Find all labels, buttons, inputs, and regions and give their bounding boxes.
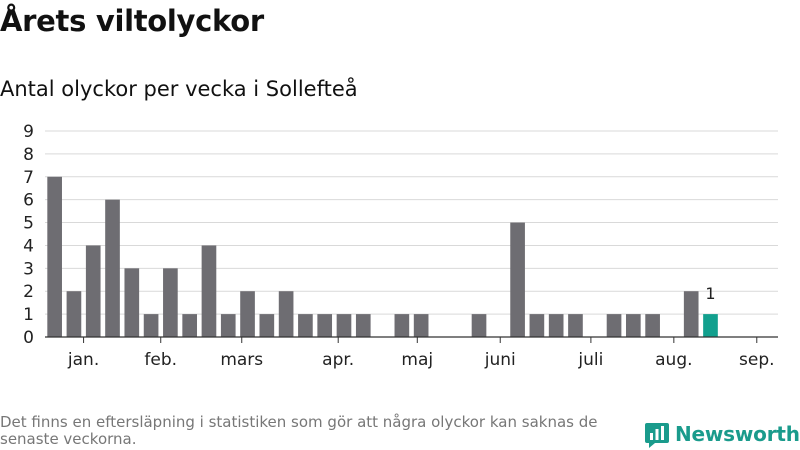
bars: 1 xyxy=(47,176,718,337)
bar xyxy=(259,314,275,337)
y-tick-label: 4 xyxy=(23,236,34,256)
bar xyxy=(201,245,217,337)
x-tick-label: sep. xyxy=(739,350,775,370)
bar xyxy=(413,314,429,337)
bar xyxy=(85,245,101,337)
x-tick-label: juni xyxy=(484,350,516,370)
bar xyxy=(298,314,313,337)
x-tick-label: apr. xyxy=(322,350,354,370)
bar xyxy=(471,314,487,337)
bar-chart-logo-icon xyxy=(645,423,669,448)
bar-chart: 0 1 2 3 45 6 7 8 9 1 jan. feb. mars apr. maj juni juli… xyxy=(23,122,778,370)
bar xyxy=(278,291,294,337)
data-label: 1 xyxy=(705,284,715,303)
bar xyxy=(182,314,198,337)
bar xyxy=(510,222,525,337)
bar xyxy=(66,291,82,337)
y-tick-label: 5 xyxy=(23,214,34,234)
x-tick-label: jan. xyxy=(67,350,99,370)
newsworthy-logo: Newsworthy xyxy=(645,420,800,448)
footnote: Det finns en eftersläpning i statistiken… xyxy=(0,413,598,448)
bar xyxy=(240,291,255,337)
bar xyxy=(548,314,564,337)
logo-text: Newsworthy xyxy=(675,422,800,446)
bar xyxy=(683,291,699,337)
bar xyxy=(606,314,622,337)
bar xyxy=(568,314,583,337)
bar xyxy=(163,268,178,337)
bar xyxy=(625,314,641,337)
bar xyxy=(220,314,236,337)
bar xyxy=(124,268,140,337)
x-tick-label: feb. xyxy=(144,350,177,370)
bar xyxy=(645,314,660,337)
y-axis-ticks: 0 1 2 3 45 6 7 8 9 xyxy=(23,122,34,348)
x-axis-ticks: jan. feb. mars apr. maj juni juli aug. sep. xyxy=(45,336,778,370)
bar xyxy=(529,314,545,337)
y-tick-label: 6 xyxy=(23,191,34,211)
bar xyxy=(47,176,62,337)
y-tick-label: 1 xyxy=(23,305,34,325)
bar xyxy=(394,314,410,337)
bar xyxy=(143,314,159,337)
bar xyxy=(355,314,371,337)
y-tick-label: 8 xyxy=(23,145,34,165)
y-tick-label: 0 xyxy=(23,328,34,348)
y-tick-label: 2 xyxy=(23,282,34,302)
bar xyxy=(317,314,333,337)
chart-subtitle: Antal olyckor per vecka i Sollefteå xyxy=(0,77,358,101)
bar xyxy=(336,314,352,337)
y-tick-label: 7 xyxy=(23,168,34,188)
x-tick-label: aug. xyxy=(655,350,692,370)
highlighted-bar xyxy=(703,314,718,337)
x-tick-label: juli xyxy=(577,350,603,370)
chart-title: Årets viltolyckor xyxy=(0,4,264,38)
bar xyxy=(105,199,120,337)
x-tick-label: mars xyxy=(220,350,263,370)
y-tick-label: 3 xyxy=(23,259,34,279)
gridlines xyxy=(45,130,778,315)
x-tick-label: maj xyxy=(401,350,433,370)
y-tick-label: 9 xyxy=(23,122,34,142)
